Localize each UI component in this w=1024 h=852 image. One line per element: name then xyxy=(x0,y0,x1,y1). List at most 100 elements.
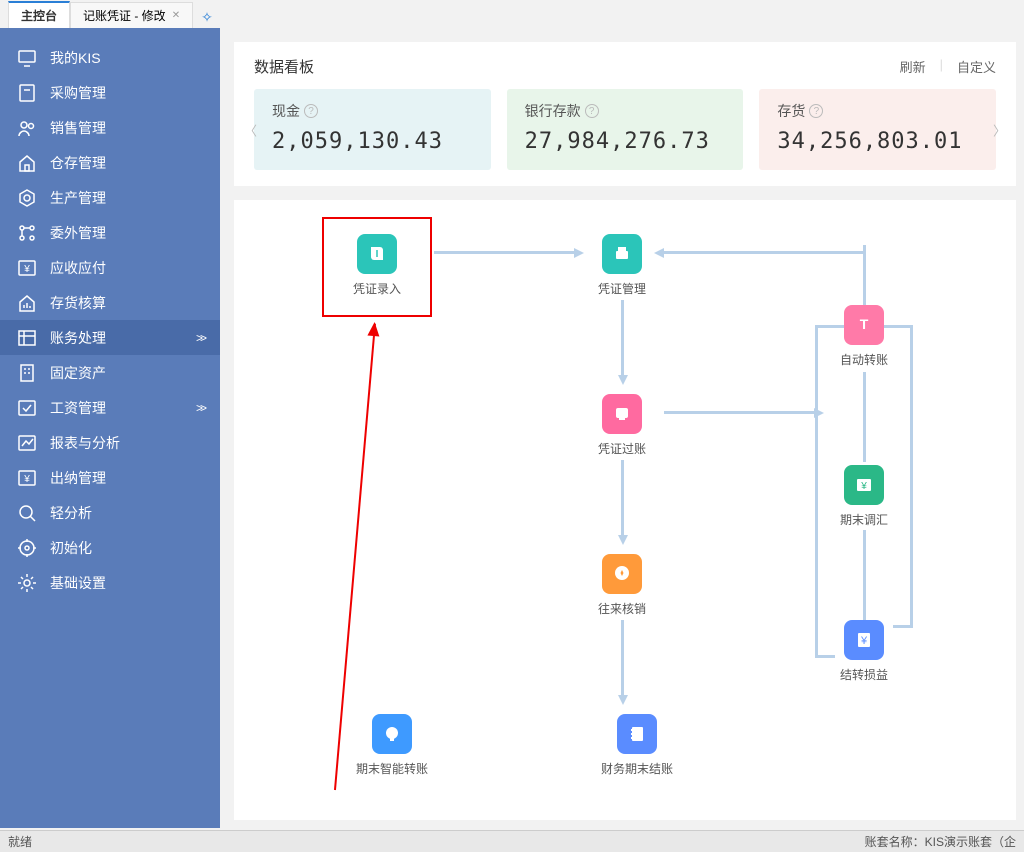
status-text: 就绪 xyxy=(8,833,32,850)
house-icon xyxy=(16,152,38,174)
chevron-right-icon: >> xyxy=(196,331,204,345)
sidebar-item-4[interactable]: 生产管理 xyxy=(0,180,220,215)
sidebar-item-label: 工资管理 xyxy=(50,398,106,418)
cards-next-icon[interactable]: 〉 xyxy=(993,120,1006,139)
building-icon xyxy=(16,362,38,384)
kpi-card-1[interactable]: 银行存款?27,984,276.73 xyxy=(507,89,744,170)
flow-node-label: 结转损益 xyxy=(834,666,894,683)
flow-node-smart[interactable]: 期末智能转账 xyxy=(347,714,437,777)
sidebar-item-label: 报表与分析 xyxy=(50,433,120,453)
sidebar-item-3[interactable]: 仓存管理 xyxy=(0,145,220,180)
yen-frame-icon: ¥ xyxy=(16,467,38,489)
flow-node-entry[interactable]: 凭证录入 xyxy=(347,234,407,297)
sidebar-item-7[interactable]: 存货核算 xyxy=(0,285,220,320)
flow-connector xyxy=(815,655,835,658)
init-icon xyxy=(16,537,38,559)
kpi-cards: 〈 〉 现金?2,059,130.43银行存款?27,984,276.73存货?… xyxy=(254,89,996,170)
sidebar-item-label: 委外管理 xyxy=(50,223,106,243)
auto-icon: T xyxy=(844,305,884,345)
flow-node-label: 期末调汇 xyxy=(834,511,894,528)
magnify-icon xyxy=(16,502,38,524)
money-frame-icon: ¥ xyxy=(16,257,38,279)
flow-node-carry[interactable]: ¥ 结转损益 xyxy=(834,620,894,683)
post-icon xyxy=(602,394,642,434)
flow-arrow xyxy=(621,460,624,535)
sidebar-item-15[interactable]: 基础设置 xyxy=(0,565,220,600)
sidebar-item-12[interactable]: ¥ 出纳管理 xyxy=(0,460,220,495)
sidebar-item-label: 应收应付 xyxy=(50,258,106,278)
gear-icon xyxy=(16,572,38,594)
dashboard-panel: 数据看板 刷新 | 自定义 〈 〉 现金?2,059,130.43银行存款?27… xyxy=(234,42,1016,186)
flow-node-label: 凭证录入 xyxy=(347,280,407,297)
svg-text:¥: ¥ xyxy=(23,264,30,275)
house-bar-icon xyxy=(16,292,38,314)
flow-node-auto[interactable]: T 自动转账 xyxy=(834,305,894,368)
sidebar-item-13[interactable]: 轻分析 xyxy=(0,495,220,530)
card-label: 存货 xyxy=(777,101,805,121)
flow-arrow xyxy=(815,325,818,655)
sidebar-item-10[interactable]: 工资管理 >> xyxy=(0,390,220,425)
wage-icon xyxy=(16,397,38,419)
sidebar-item-9[interactable]: 固定资产 xyxy=(0,355,220,390)
tab-main[interactable]: 主控台 xyxy=(8,1,70,28)
status-bar: 就绪 账套名称：KIS演示账套（企 xyxy=(0,830,1024,852)
refresh-button[interactable]: 刷新 xyxy=(900,57,926,76)
sidebar-item-14[interactable]: 初始化 xyxy=(0,530,220,565)
flow-node-label: 往来核销 xyxy=(592,600,652,617)
help-icon[interactable]: ? xyxy=(585,104,599,118)
flow-arrow xyxy=(863,530,866,620)
close-icon xyxy=(617,714,657,754)
flow-node-recon[interactable]: 往来核销 xyxy=(592,554,652,617)
sidebar-item-label: 我的KIS xyxy=(50,48,101,68)
sidebar-item-5[interactable]: 委外管理 xyxy=(0,215,220,250)
flow-node-post[interactable]: 凭证过账 xyxy=(592,394,652,457)
help-icon[interactable]: ? xyxy=(809,104,823,118)
card-label: 现金 xyxy=(272,101,300,121)
flow-arrow xyxy=(621,620,624,695)
close-icon[interactable]: ✕ xyxy=(172,10,180,21)
sidebar-item-0[interactable]: 我的KIS xyxy=(0,40,220,75)
flow-arrow xyxy=(621,300,624,375)
tab-add-button[interactable]: ✧ xyxy=(193,7,221,28)
sidebar-item-label: 轻分析 xyxy=(50,503,92,523)
mgmt-icon xyxy=(602,234,642,274)
monitor-icon xyxy=(16,47,38,69)
sidebar-item-label: 生产管理 xyxy=(50,188,106,208)
recon-icon xyxy=(602,554,642,594)
workflow-diagram: 凭证录入 凭证管理 T 自动转账 凭证过账 ¥ 期末调汇 往来核销 ¥ 结转损益… xyxy=(234,200,1016,820)
gear-hex-icon xyxy=(16,187,38,209)
flow-node-label: 凭证管理 xyxy=(592,280,652,297)
sidebar-item-label: 出纳管理 xyxy=(50,468,106,488)
ledger-icon xyxy=(16,327,38,349)
sidebar-item-2[interactable]: 销售管理 xyxy=(0,110,220,145)
tab-voucher-edit[interactable]: 记账凭证 - 修改✕ xyxy=(70,2,193,28)
sidebar-item-11[interactable]: 报表与分析 xyxy=(0,425,220,460)
help-icon[interactable]: ? xyxy=(304,104,318,118)
sidebar-item-label: 采购管理 xyxy=(50,83,106,103)
sidebar-item-label: 仓存管理 xyxy=(50,153,106,173)
customize-button[interactable]: 自定义 xyxy=(957,57,996,76)
cart-icon xyxy=(16,82,38,104)
flow-node-label: 期末智能转账 xyxy=(347,760,437,777)
flow-node-close[interactable]: 财务期末结账 xyxy=(592,714,682,777)
status-account: 账套名称：KIS演示账套（企 xyxy=(865,833,1016,850)
card-value: 2,059,130.43 xyxy=(272,129,473,154)
chevron-right-icon: >> xyxy=(196,401,204,415)
graph-icon xyxy=(16,222,38,244)
kpi-card-2[interactable]: 存货?34,256,803.01 xyxy=(759,89,996,170)
sidebar-item-label: 账务处理 xyxy=(50,328,106,348)
sidebar-item-label: 初始化 xyxy=(50,538,92,558)
fx-icon: ¥ xyxy=(844,465,884,505)
svg-text:¥: ¥ xyxy=(23,474,30,485)
sidebar-item-6[interactable]: ¥ 应收应付 xyxy=(0,250,220,285)
flow-arrow xyxy=(863,245,866,305)
cards-prev-icon[interactable]: 〈 xyxy=(244,120,257,139)
sidebar-item-label: 存货核算 xyxy=(50,293,106,313)
sidebar-item-8[interactable]: 账务处理 >> xyxy=(0,320,220,355)
flow-node-mgmt[interactable]: 凭证管理 xyxy=(592,234,652,297)
flow-node-fx[interactable]: ¥ 期末调汇 xyxy=(834,465,894,528)
kpi-card-0[interactable]: 现金? 2,059,130.43 xyxy=(254,89,491,170)
sidebar-item-1[interactable]: 采购管理 xyxy=(0,75,220,110)
flow-arrow xyxy=(664,251,864,254)
flow-node-label: 自动转账 xyxy=(834,351,894,368)
